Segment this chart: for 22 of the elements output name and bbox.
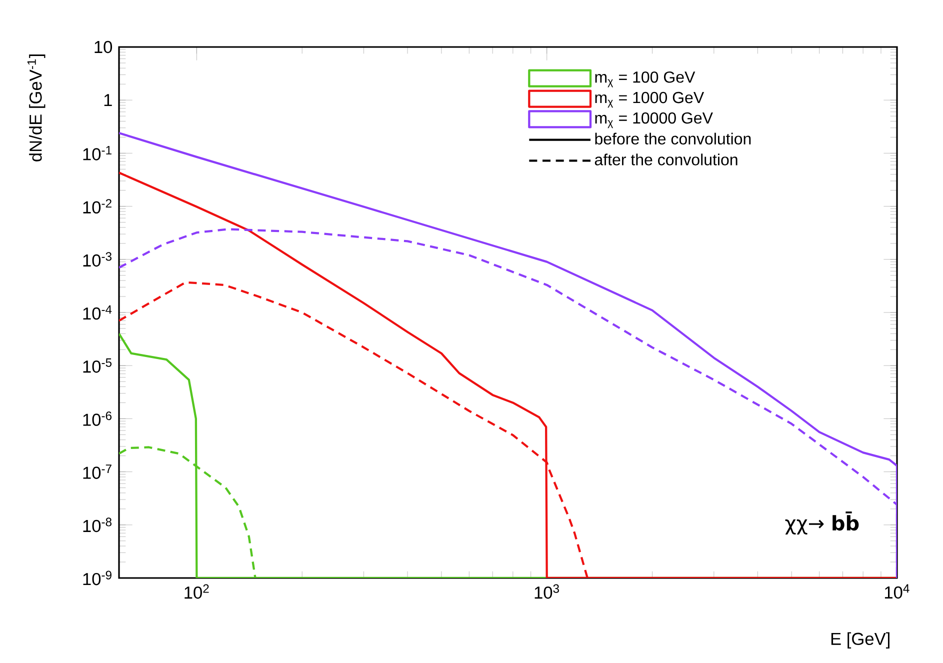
annotation: χχ→ bb̄ [785, 512, 859, 534]
y-tick-label: 10$^{-9}$ [83, 570, 112, 586]
y-tick-label: 10$^{-3}$ [83, 252, 112, 267]
y-tick-label: 10$^{-6}$ [83, 411, 112, 426]
y-tick-label: 10$^{-8}$ [83, 518, 112, 532]
annotation: before the convolution [595, 132, 751, 145]
y-tick-label: 10$^{-5}$ [83, 358, 112, 373]
y-tick-label: 10$^{-1}$ [83, 146, 112, 160]
legend-label: m$_{χ}$ = 100 GeV [595, 71, 696, 88]
x-tick-label: 10$^{4}$ [884, 584, 910, 599]
x-tick-label: 10$^{3}$ [534, 584, 559, 599]
y-axis-title: dN/dE [GeV$^{-1}$] [27, 54, 46, 162]
legend-label: m$_{χ}$ = 1000 GeV [595, 92, 704, 108]
y-tick-label: 10$^{-4}$ [83, 305, 112, 320]
x-tick-label: 10$^{2}$ [184, 584, 209, 599]
y-tick-label: 10$^{-2}$ [83, 199, 112, 214]
legend-label: m$_{χ}$ = 10000 GeV [595, 112, 713, 128]
y-tick-label: 10$^{-7}$ [83, 464, 112, 479]
x-axis-title: E [GeV] [831, 632, 890, 648]
y-tick-label: 1 [104, 94, 112, 106]
annotation: after the convolution [594, 154, 738, 166]
y-tick-label: 10 [94, 40, 112, 54]
